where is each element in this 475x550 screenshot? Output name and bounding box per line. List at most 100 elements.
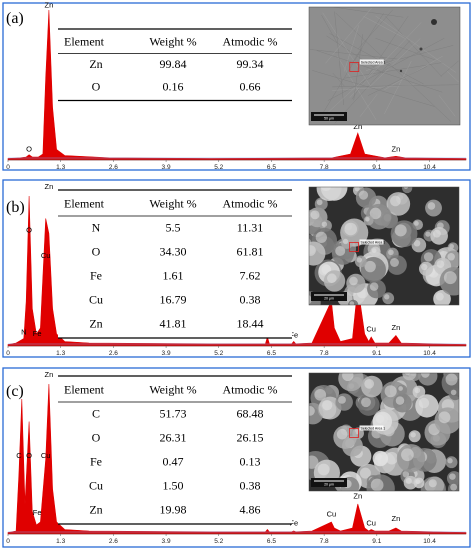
table-cell: 26.31 <box>160 431 187 445</box>
particle-highlight <box>342 238 349 245</box>
particle-highlight <box>375 414 385 424</box>
peak-label: O <box>26 226 32 235</box>
particle-highlight <box>310 210 320 220</box>
texture-line <box>384 60 412 115</box>
table-cell: 0.16 <box>163 80 184 94</box>
peak-label: Zn <box>391 514 400 523</box>
x-tick-label: 5.2 <box>214 164 223 171</box>
particle-highlight <box>365 216 370 222</box>
particle-highlight <box>364 379 375 389</box>
table-cell: 1.50 <box>163 479 184 493</box>
table-header-cell: Weight % <box>149 383 196 397</box>
particle-highlight <box>315 231 328 244</box>
x-tick-label: 1.3 <box>56 350 65 357</box>
table-header-cell: Weight % <box>149 197 196 211</box>
x-tick-label: 2.6 <box>109 350 118 357</box>
eds-panel-3: 01.32.63.95.26.57.89.110.4COFeZnCuFeFeCu… <box>2 367 471 548</box>
particle-highlight <box>435 292 444 301</box>
particle-highlight <box>423 252 434 262</box>
table-cell: O <box>92 80 101 94</box>
texture-line <box>375 37 436 61</box>
table-cell: 7.62 <box>240 269 261 283</box>
x-tick-label: 0 <box>6 350 10 357</box>
particle-highlight <box>432 229 441 238</box>
scale-bar-label: 50 µm <box>324 117 334 121</box>
particle-highlight <box>402 471 410 478</box>
particle-highlight <box>385 451 399 465</box>
particle-cluster <box>316 187 342 201</box>
x-tick-label: 0 <box>6 538 10 545</box>
selected-area-box <box>349 428 359 438</box>
table-header-cell: Element <box>64 35 105 49</box>
x-tick-label: 5.2 <box>214 350 223 357</box>
particle-highlight <box>390 195 401 207</box>
particle-cluster <box>402 373 417 381</box>
selected-area-label: Selected Area 1 <box>361 240 386 244</box>
particle-highlight <box>342 373 354 382</box>
particle-highlight <box>403 187 409 189</box>
particle-highlight <box>395 396 405 405</box>
peak-label: N <box>21 328 26 337</box>
table-cell: 68.48 <box>237 407 264 421</box>
selected-area-tag <box>359 425 384 431</box>
texture-line <box>310 49 398 60</box>
particle-highlight <box>320 187 332 191</box>
particle-highlight <box>414 387 421 394</box>
scale-bar-bg <box>311 112 347 121</box>
table-header-cell: Weight % <box>149 35 196 49</box>
selected-area-box <box>349 62 360 72</box>
scale-bar-label: 20 µm <box>324 483 334 487</box>
table-cell: 99.34 <box>237 57 264 71</box>
table-bg <box>58 376 292 524</box>
table-cell: 1.61 <box>163 269 184 283</box>
texture-line <box>385 16 442 77</box>
table-cell: 26.15 <box>237 431 264 445</box>
x-tick-label: 6.5 <box>267 164 276 171</box>
table-cell: Zn <box>89 57 102 71</box>
particle-highlight <box>369 207 382 220</box>
x-tick-label: 5.2 <box>214 538 223 545</box>
table-header-cell: Atmodic % <box>223 35 278 49</box>
composition-table: Element Weight % Atmodic % Zn 99.84 99.34 O 0.1… <box>58 28 292 102</box>
peak-label: Fe <box>33 508 42 517</box>
particle-highlight <box>421 263 428 271</box>
texture-line <box>322 12 372 88</box>
peak-label: Zn <box>353 122 362 131</box>
peak-label: Zn <box>353 492 362 501</box>
table-cell: 41.81 <box>160 317 187 331</box>
particle-highlight <box>405 477 412 485</box>
sem-micrograph: Selected Area 1 20 µm <box>308 372 460 492</box>
particle-highlight <box>354 187 360 192</box>
texture-line <box>332 72 345 87</box>
peak-label: Zn <box>45 1 54 10</box>
x-tick-label: 7.8 <box>320 164 329 171</box>
texture-line <box>368 38 421 89</box>
x-tick-label: 3.9 <box>162 350 171 357</box>
texture-line <box>375 15 457 73</box>
eds-panel-2: 01.32.63.95.26.57.89.110.4NOFeZnCuFeFeCu… <box>2 179 471 358</box>
texture-line <box>335 12 451 122</box>
x-tick-label: 7.8 <box>320 538 329 545</box>
texture-line <box>321 14 338 43</box>
composition-table: Element Weight % Atmodic % N 5.5 11.31 O 34.30 6… <box>58 189 292 339</box>
particle-highlight <box>374 453 382 461</box>
texture-line <box>351 13 384 65</box>
x-tick-label: 3.9 <box>162 164 171 171</box>
table-cell: 61.81 <box>237 245 264 259</box>
x-tick-label: 9.1 <box>372 350 381 357</box>
x-tick-label: 1.3 <box>56 538 65 545</box>
micrograph-border <box>308 6 461 126</box>
scale-bar-label: 20 µm <box>324 297 334 301</box>
table-cell: C <box>92 407 100 421</box>
texture-line <box>353 34 363 101</box>
panel-label: (c) <box>6 383 24 400</box>
particle-highlight <box>364 260 376 273</box>
table-cell: 16.79 <box>160 293 187 307</box>
particle-highlight <box>349 276 358 286</box>
x-tick-label: 6.5 <box>267 350 276 357</box>
particle-highlight <box>326 273 337 284</box>
particle <box>431 19 437 25</box>
table-cell: Cu <box>89 479 103 493</box>
texture-line <box>440 60 459 77</box>
